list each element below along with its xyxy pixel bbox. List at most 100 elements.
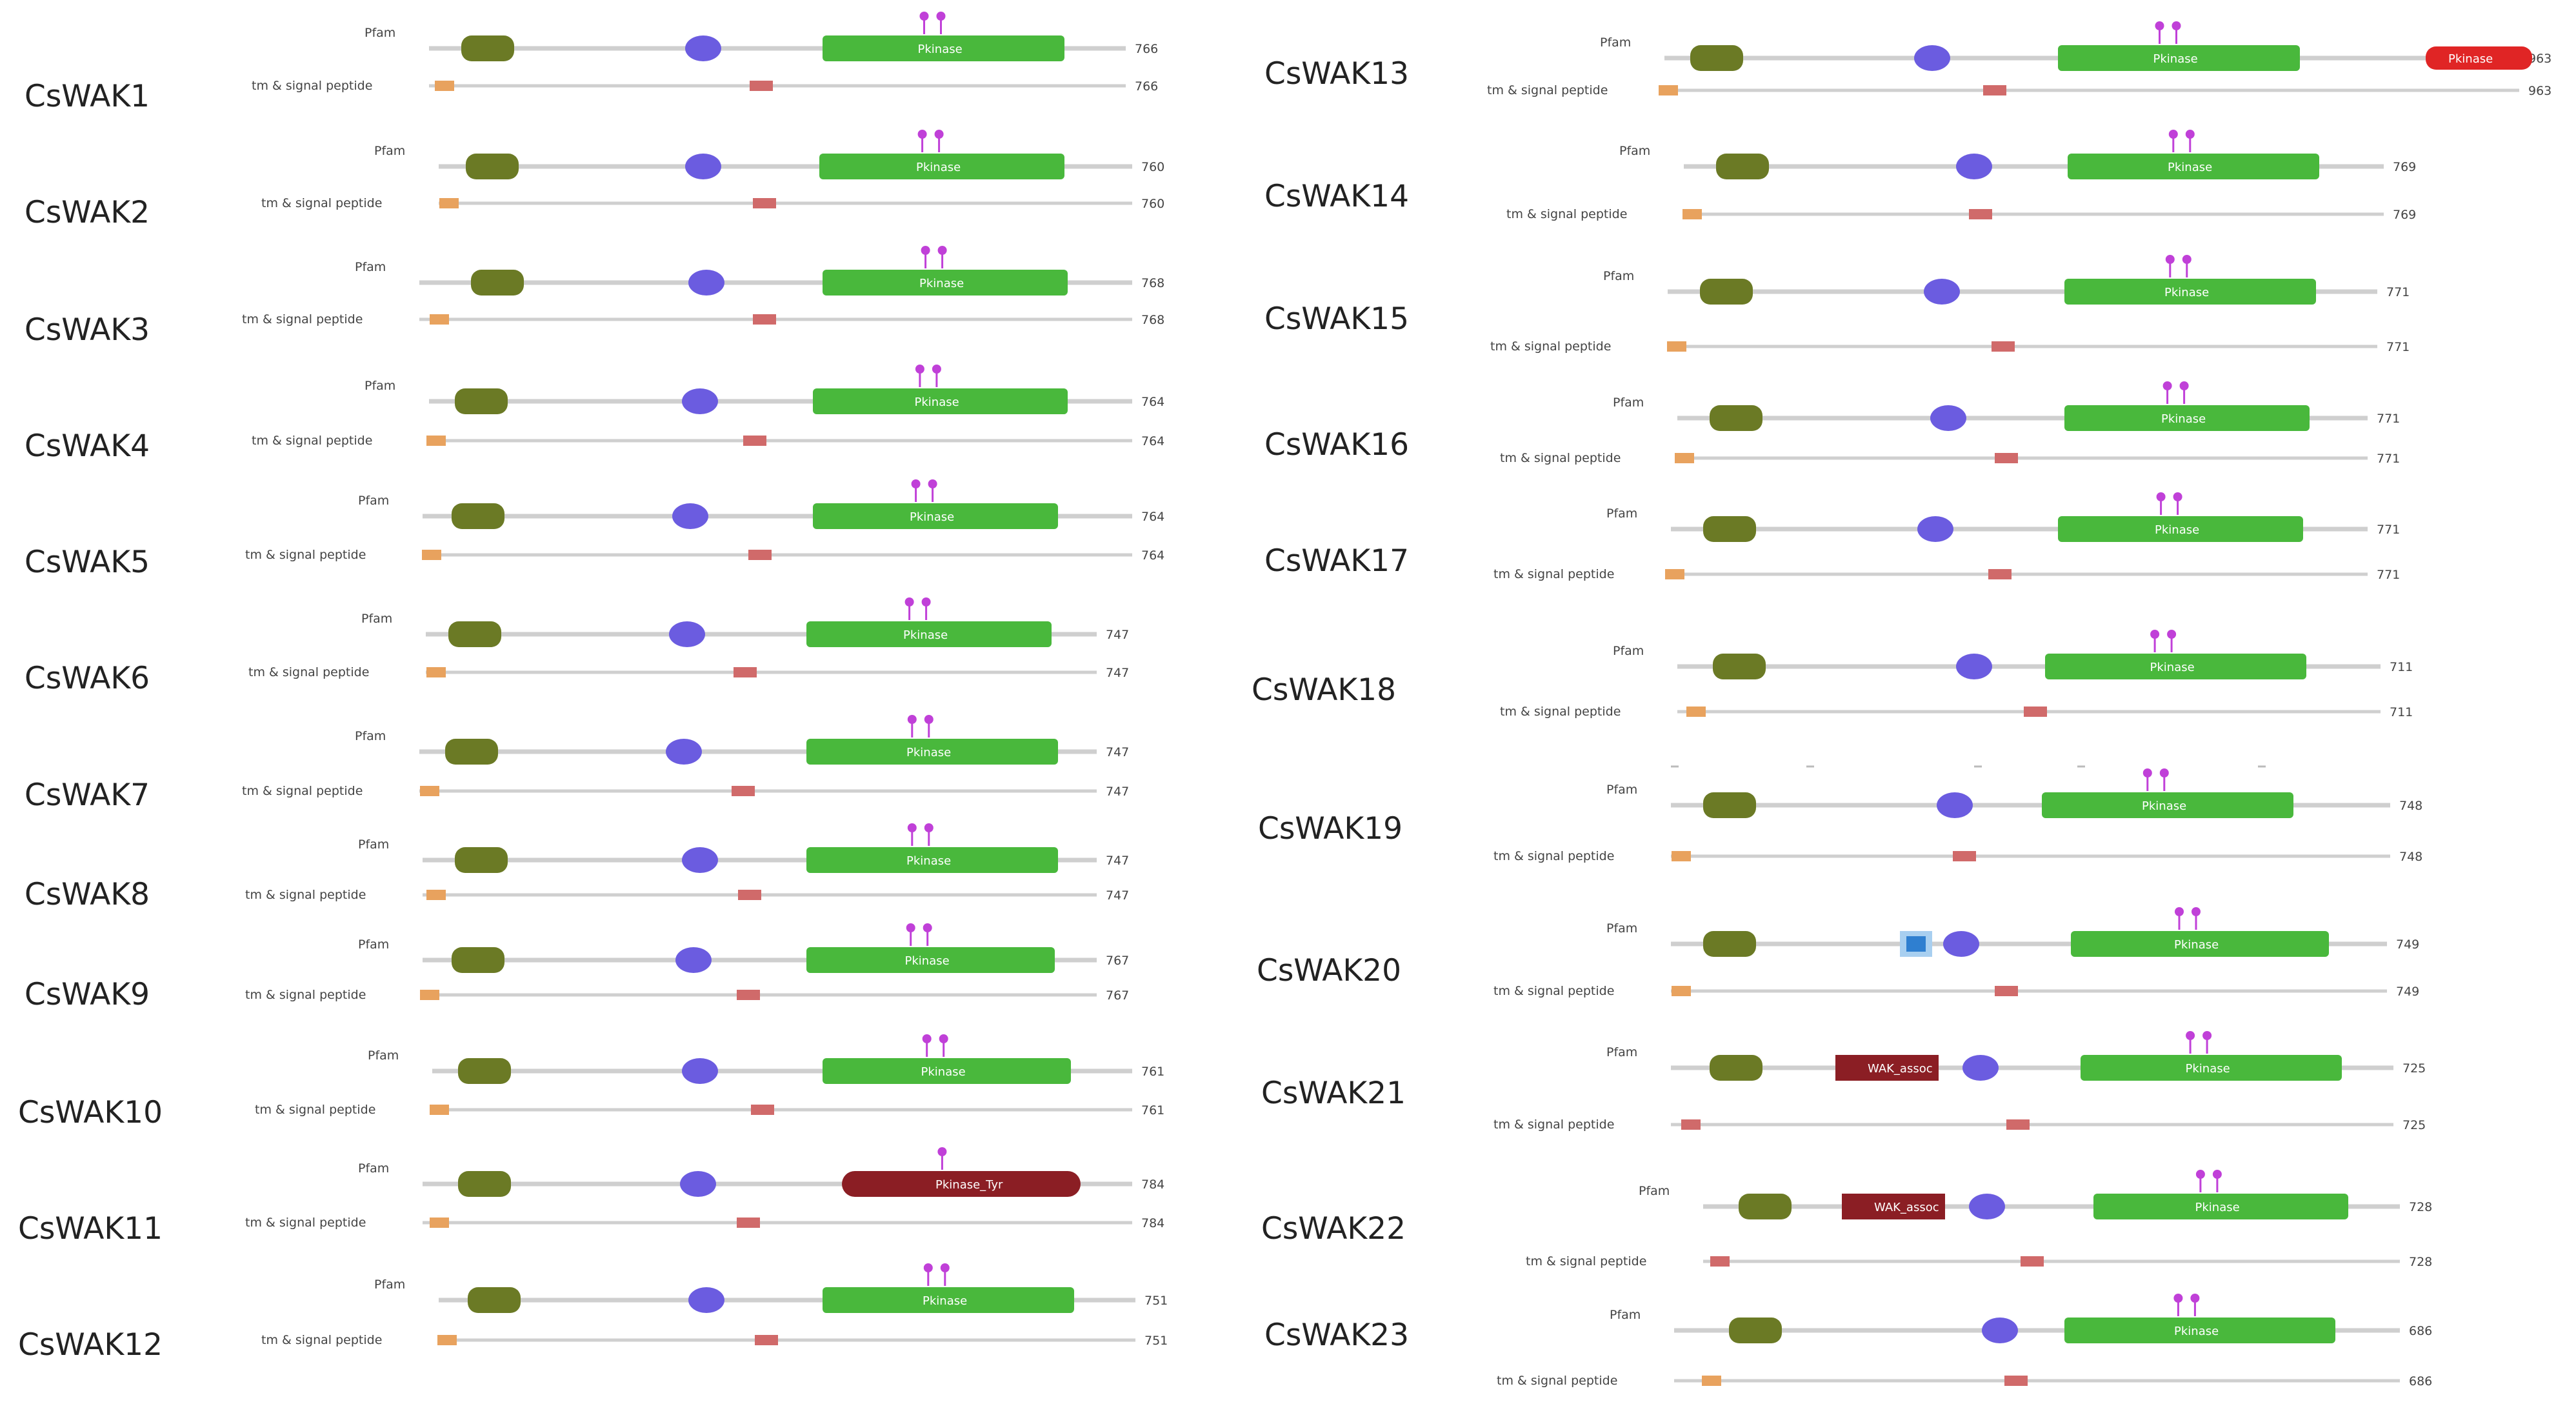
kinase-domain xyxy=(2058,45,2300,71)
pfam-track-label: Pfam xyxy=(1613,396,1644,410)
protein-name: CsWAK4 xyxy=(25,428,150,464)
protein-length: 764 xyxy=(1141,548,1164,563)
galacturonan-domain xyxy=(685,154,721,179)
low-complexity-segment xyxy=(1969,209,1992,219)
phospho-pin-head xyxy=(934,130,944,139)
protein-length: 771 xyxy=(2377,523,2400,537)
phospho-pin-head xyxy=(2185,130,2195,139)
extra-red-domain xyxy=(2426,46,2532,70)
protein-length: 725 xyxy=(2402,1118,2426,1132)
protein-length: 725 xyxy=(2402,1061,2426,1076)
protein-length: 760 xyxy=(1141,197,1164,211)
low-complexity-segment xyxy=(1995,986,2018,996)
galacturonan-domain xyxy=(688,270,724,296)
kinase-label: Pkinase xyxy=(2174,1325,2219,1338)
protein-length: 771 xyxy=(2386,340,2410,354)
tm-track-label: tm & signal peptide xyxy=(1493,984,1614,998)
low-complexity-segment xyxy=(751,1105,774,1115)
kinase-domain xyxy=(806,739,1058,765)
signal-peptide-segment xyxy=(426,436,446,446)
pfam-track-label: Pfam xyxy=(364,26,395,40)
signal-peptide-segment xyxy=(1702,1376,1721,1386)
signal-peptide-segment xyxy=(1665,569,1684,579)
kinase-domain xyxy=(806,947,1055,973)
kinase-label: Pkinase xyxy=(2186,1062,2230,1076)
protein-length: 771 xyxy=(2386,285,2410,299)
protein-length: 751 xyxy=(1144,1334,1168,1348)
pfam-track-label: Pfam xyxy=(1606,921,1637,936)
phospho-pin-head xyxy=(923,923,932,932)
pfam-track-label: Pfam xyxy=(374,1278,405,1292)
kinase-label: Pkinase xyxy=(2161,412,2206,426)
tm-track-label: tm & signal peptide xyxy=(1500,705,1621,719)
kinase-label: Pkinase xyxy=(905,954,950,968)
kinase-domain xyxy=(823,35,1064,61)
galacturonan-domain xyxy=(1914,45,1950,71)
egf-domain xyxy=(1716,154,1769,179)
kinase-label: Pkinase xyxy=(923,1294,967,1308)
signal-peptide-segment xyxy=(1672,851,1691,861)
protein-row: CsWAK16 Pfam tm & signal peptide 771 771 Pkin… xyxy=(1264,381,2400,466)
galacturonan-domain xyxy=(682,388,718,414)
signal-peptide-segment xyxy=(439,198,459,208)
egf-domain xyxy=(461,35,514,61)
tm-track-label: tm & signal peptide xyxy=(248,665,369,679)
phospho-pin-head xyxy=(2173,492,2182,501)
protein-length: 769 xyxy=(2393,208,2416,222)
phospho-pin-head xyxy=(911,479,921,488)
tm-track-label: tm & signal peptide xyxy=(1500,451,1621,465)
low-complexity-segment xyxy=(2006,1119,2030,1130)
protein-length: 771 xyxy=(2377,568,2400,582)
kinase-domain xyxy=(2042,792,2293,818)
kinase-domain xyxy=(823,270,1068,296)
signal-peptide-segment xyxy=(1667,341,1686,352)
protein-row: CsWAK21 Pfam tm & signal peptide 725 725 WAK_… xyxy=(1261,1031,2426,1132)
protein-name: CsWAK22 xyxy=(1261,1211,1406,1247)
galacturonan-domain xyxy=(1962,1055,1999,1081)
phospho-pin-head xyxy=(937,246,947,255)
pfam-track-label: Pfam xyxy=(368,1048,399,1063)
phospho-pin-head xyxy=(932,365,941,374)
kinase-domain xyxy=(2064,405,2310,431)
protein-length: 769 xyxy=(2393,160,2416,174)
tm-track-label: tm & signal peptide xyxy=(1487,83,1608,97)
tm-track-label: tm & signal peptide xyxy=(1493,1117,1614,1132)
phospho-pin-head xyxy=(2186,1031,2195,1040)
phospho-pin-head xyxy=(924,823,934,832)
phospho-pin-head xyxy=(919,12,929,21)
kinase-label: Pkinase_Tyr xyxy=(935,1178,1003,1192)
protein-row: CsWAK1 Pfam tm & signal peptide 766 766 Pkina… xyxy=(25,12,1158,114)
phospho-pin-head xyxy=(2167,630,2177,639)
galacturonan-domain xyxy=(682,1058,718,1084)
egf-domain xyxy=(448,621,501,647)
phospho-pin-head xyxy=(2165,255,2175,264)
wak-assoc-label: WAK_assoc xyxy=(1868,1062,1933,1076)
galacturonan-domain xyxy=(685,35,721,61)
low-complexity-segment xyxy=(1995,453,2018,463)
protein-row: CsWAK5 Pfam tm & signal peptide 764 764 Pkina… xyxy=(25,479,1164,580)
pfam-track-label: Pfam xyxy=(358,494,389,508)
protein-length: 760 xyxy=(1141,160,1164,174)
tm-track-label: tm & signal peptide xyxy=(252,79,372,93)
galacturonan-domain xyxy=(1956,154,1992,179)
low-complexity-segment xyxy=(1983,85,2006,95)
tm-track-label: tm & signal peptide xyxy=(245,988,366,1002)
kinase-domain xyxy=(2064,279,2316,305)
pfam-track-label: Pfam xyxy=(1619,144,1650,158)
kinase-label: Pkinase xyxy=(906,746,951,759)
phospho-pin-head xyxy=(2159,768,2169,777)
phospho-pin-head xyxy=(921,597,931,606)
galacturonan-domain xyxy=(1982,1318,2018,1343)
pfam-track-label: Pfam xyxy=(374,144,405,158)
tm-track-label: tm & signal peptide xyxy=(261,1333,382,1347)
protein-length: 747 xyxy=(1106,666,1129,680)
signal-peptide-segment xyxy=(420,786,439,796)
phospho-pin-head xyxy=(2182,255,2192,264)
protein-length: 751 xyxy=(1144,1294,1168,1308)
kinase-label: Pkinase xyxy=(2164,286,2209,299)
protein-name: CsWAK12 xyxy=(18,1327,163,1363)
pfam-track-label: Pfam xyxy=(358,837,389,852)
phospho-pin-head xyxy=(2190,1294,2200,1303)
protein-name: CsWAK5 xyxy=(25,545,150,580)
egf-domain xyxy=(458,1171,511,1197)
